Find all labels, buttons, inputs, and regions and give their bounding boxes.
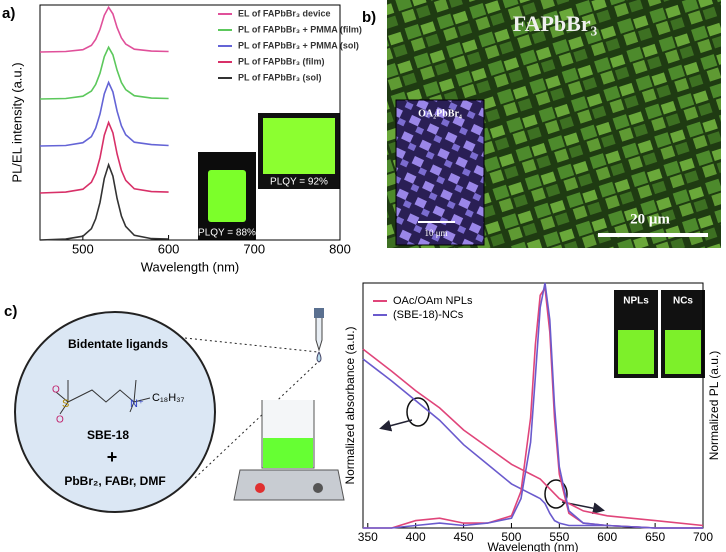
legend-label: PL of FAPbBr₃ (sol) xyxy=(238,72,322,82)
x-tick-label: 500 xyxy=(501,530,521,544)
x-tick-label: 350 xyxy=(358,530,378,544)
x-tick-label: 600 xyxy=(597,530,617,544)
vial-liquid xyxy=(665,330,701,374)
series-line xyxy=(362,358,703,529)
marker-ellipse xyxy=(544,479,568,509)
drop xyxy=(316,351,322,363)
x-tick-label: 500 xyxy=(72,241,94,256)
legend-label: EL of FAPbBr₃ device xyxy=(238,8,331,18)
x-tick-label: 600 xyxy=(158,241,180,256)
plot-frame xyxy=(362,282,704,529)
series-line xyxy=(39,80,169,147)
x-tick-label: 700 xyxy=(243,241,265,256)
dropper-bulb xyxy=(314,308,324,318)
legend-label: PL of FAPbBr₃ + PMMA (sol) xyxy=(238,40,359,50)
inset-title: OA₂PbBr₄ xyxy=(418,108,462,119)
heading: Bidentate ligands xyxy=(68,337,168,351)
inset-label: NCs xyxy=(673,296,693,307)
atom: O xyxy=(52,385,60,396)
x-tick-label: 700 xyxy=(693,530,713,544)
x-tick-label: 800 xyxy=(329,241,351,256)
x-tick-label: 550 xyxy=(549,530,569,544)
reagents: PbBr₂, FABr, DMF xyxy=(64,474,165,488)
series-line xyxy=(39,45,169,100)
series-line xyxy=(363,282,703,529)
scale-label: 10 μm xyxy=(424,228,447,238)
vial-liquid xyxy=(208,170,246,222)
atom: N⁺ xyxy=(130,398,144,410)
knob xyxy=(255,483,265,493)
arrow xyxy=(379,419,413,432)
x-tick-label: 400 xyxy=(406,530,426,544)
scale-label: 20 μm xyxy=(630,211,670,227)
series-line xyxy=(39,5,169,53)
panel-label: c) xyxy=(4,303,17,320)
x-tick-label: 650 xyxy=(645,530,665,544)
legend-label: PL of FAPbBr₃ + PMMA (film) xyxy=(238,24,362,34)
plqy-label: PLQY = 92% xyxy=(270,177,328,188)
x-tick-label: 450 xyxy=(454,530,474,544)
inset-label: NPLs xyxy=(623,296,649,307)
stirrer xyxy=(233,469,345,501)
vial-liquid xyxy=(618,330,654,374)
knob xyxy=(313,483,323,493)
series-line xyxy=(39,162,169,241)
y2-axis-label: Normalized PL (a.u.) xyxy=(707,351,721,461)
zoom-line xyxy=(194,361,319,479)
panel-label: a) xyxy=(2,5,15,22)
atom: S xyxy=(62,398,69,410)
legend-label: OAc/OAm NPLs xyxy=(393,295,473,307)
series-line xyxy=(362,348,704,527)
chain: C₁₈H₃₇ xyxy=(152,392,185,404)
panel-label: b) xyxy=(362,9,376,26)
film-glow xyxy=(263,118,335,174)
y-axis-label: PL/EL intensity (a.u.) xyxy=(9,62,24,182)
dropper xyxy=(315,318,323,352)
zoom-line xyxy=(184,337,319,353)
inset-image xyxy=(395,99,485,246)
beaker-liquid xyxy=(263,438,313,468)
plqy-label: PLQY = 88% xyxy=(198,228,256,239)
legend-label: (SBE-18)-NCs xyxy=(393,309,464,321)
atom: O xyxy=(56,415,64,426)
x-axis-label: Wavelength (nm) xyxy=(488,540,579,552)
ligand-circle xyxy=(14,311,216,513)
plot-frame xyxy=(39,4,341,241)
image-title: FAPbBr₃ xyxy=(513,11,598,36)
legend-label: PL of FAPbBr₃ (film) xyxy=(238,56,325,66)
structure xyxy=(55,379,151,415)
y-axis-label: Normalized absorbance (a.u.) xyxy=(343,326,357,484)
ligand-name: SBE-18 xyxy=(87,428,129,442)
series-line xyxy=(39,120,169,194)
x-axis-label: Wavelength (nm) xyxy=(141,259,240,274)
plus: + xyxy=(107,447,118,467)
